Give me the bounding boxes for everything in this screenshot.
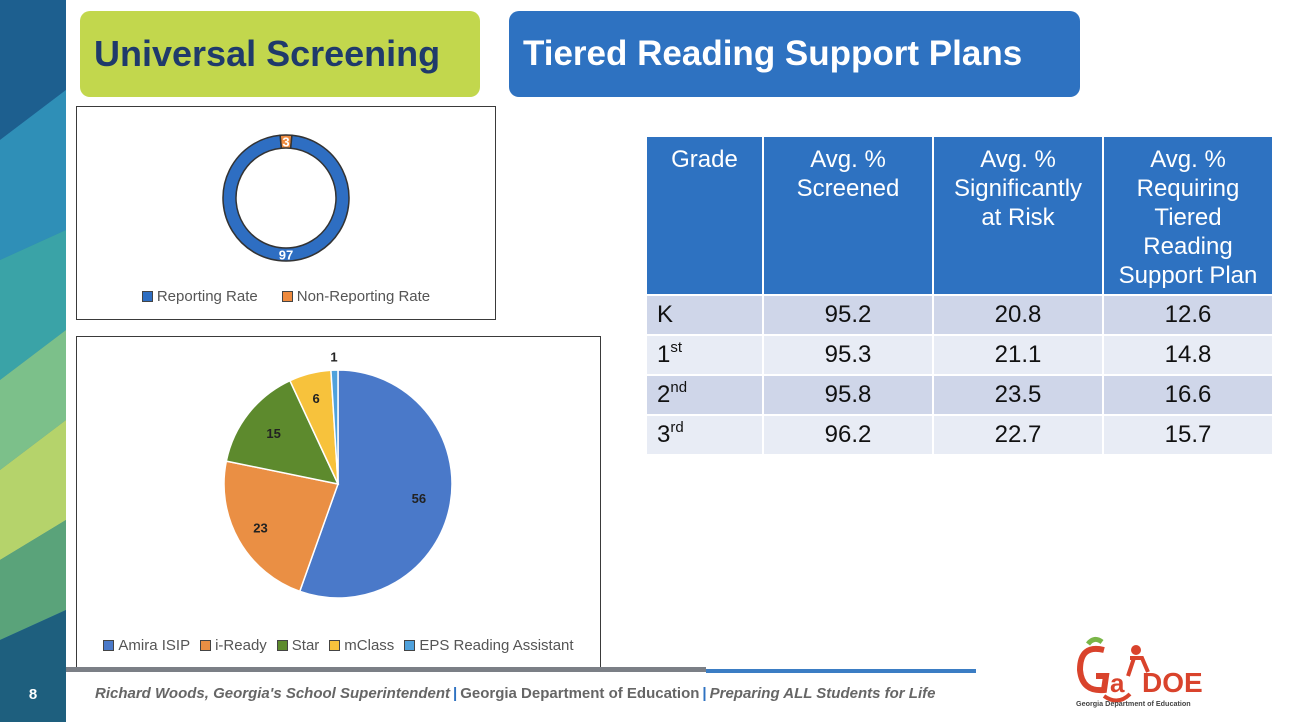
cell-significantly-at-risk: 21.1 — [932, 334, 1104, 376]
header-requiring-plan: Avg. % Requiring Tiered Reading Support Plan — [1102, 135, 1274, 296]
legend-swatch — [281, 291, 293, 302]
legend-swatch — [200, 640, 212, 651]
table-header-row: Grade Avg. % Screened Avg. % Significantly… — [645, 135, 1274, 296]
pie-slice-eps-reading-assistant — [330, 369, 339, 485]
pie-data-label-i-ready: 23 — [253, 521, 267, 536]
cell-significantly-at-risk: 23.5 — [932, 374, 1104, 416]
cell-screened: 96.2 — [762, 414, 934, 456]
legend-item-mclass: mClass — [329, 637, 394, 654]
header-screened: Avg. % Screened — [762, 135, 934, 296]
header-grade: Grade — [645, 135, 764, 296]
table-row: 2nd 95.8 23.5 16.6 — [645, 374, 1274, 416]
legend-label: EPS Reading Assistant — [419, 637, 574, 654]
donut-data-label-non-reporting-rate: 3 — [282, 135, 289, 150]
cell-significantly-at-risk: 22.7 — [932, 414, 1104, 456]
decorative-side-strip — [0, 0, 66, 722]
universal-screening-title: Universal Screening — [80, 11, 480, 97]
pie-data-label-mclass: 6 — [312, 391, 319, 406]
header-line: Grade — [671, 146, 738, 173]
footer-divider-blue — [706, 669, 976, 673]
pie-slice-amira-isip — [298, 369, 453, 599]
footer-divider-gray — [66, 667, 706, 672]
header-line: Reading — [1143, 233, 1233, 260]
logo-subtitle: Georgia Department of Education — [1076, 699, 1191, 708]
cell-requiring-plan: 14.8 — [1102, 334, 1274, 376]
header-line: Screened — [796, 175, 900, 202]
pie-slice-star — [225, 379, 340, 486]
cell-requiring-plan: 15.7 — [1102, 414, 1274, 456]
cell-grade: K — [645, 294, 764, 336]
header-line: Tiered — [1154, 204, 1222, 231]
donut-legend: Reporting Rate Non-Reporting Rate — [77, 288, 495, 305]
footer-superintendent: Richard Woods, Georgia's School Superint… — [95, 685, 450, 702]
cell-screened: 95.3 — [762, 334, 934, 376]
pie-data-label-eps-reading-assistant: 1 — [330, 349, 337, 364]
table-row: 3rd 96.2 22.7 15.7 — [645, 414, 1274, 456]
legend-swatch — [141, 291, 153, 302]
legend-item-i-ready: i-Ready — [200, 637, 267, 654]
header-line: Avg. % — [980, 146, 1056, 173]
cell-grade: 2nd — [645, 374, 764, 416]
header-line: Significantly — [953, 175, 1083, 202]
legend-item-amira-isip: Amira ISIP — [103, 637, 190, 654]
header-line: Requiring — [1136, 175, 1240, 202]
page-number: 8 — [28, 686, 38, 703]
table-row: K 95.2 20.8 12.6 — [645, 294, 1274, 336]
title-left-text: Universal Screening — [94, 33, 441, 74]
cell-screened: 95.8 — [762, 374, 934, 416]
legend-label: Non-Reporting Rate — [296, 288, 431, 305]
title-right-text: Tiered Reading Support Plans — [523, 34, 1023, 73]
svg-text:DOE: DOE — [1142, 667, 1203, 698]
svg-text:a: a — [1110, 668, 1125, 698]
grade-suffix: st — [670, 339, 683, 356]
pie-chart-svg: 56 23 15 6 1 — [223, 349, 453, 599]
cell-requiring-plan: 12.6 — [1102, 294, 1274, 336]
legend-label: mClass — [344, 637, 395, 654]
footer-motto: Preparing ALL Students for Life — [709, 685, 936, 702]
table-row: 1st 95.3 21.1 14.8 — [645, 334, 1274, 376]
legend-item-eps-reading-assistant: EPS Reading Assistant — [404, 637, 574, 654]
legend-swatch — [404, 640, 416, 651]
pie-legend: Amira ISIP i-Ready Star mClass EPS Reading A… — [77, 637, 600, 654]
legend-item-reporting-rate: Reporting Rate — [141, 288, 258, 305]
pie-data-label-star: 15 — [266, 426, 280, 441]
footer-separator-1: | — [453, 685, 458, 702]
grade-suffix: rd — [670, 419, 684, 436]
footer-text: Richard Woods, Georgia's School Superint… — [95, 685, 935, 702]
tiered-reading-table: Grade Avg. % Screened Avg. % Significantly… — [645, 135, 1274, 456]
tiered-reading-title: Tiered Reading Support Plans — [509, 11, 1080, 97]
pie-slice-i-ready — [223, 460, 339, 593]
footer-department: Georgia Department of Education — [460, 685, 700, 702]
footer-separator-2: | — [702, 685, 707, 702]
legend-label: Amira ISIP — [118, 637, 191, 654]
donut-chart-svg: 3 97 — [222, 134, 350, 263]
legend-item-non-reporting-rate: Non-Reporting Rate — [281, 288, 431, 305]
header-significantly-at-risk: Avg. % Significantly at Risk — [932, 135, 1104, 296]
legend-swatch — [103, 640, 115, 651]
cell-requiring-plan: 16.6 — [1102, 374, 1274, 416]
donut-data-label-reporting-rate: 97 — [279, 248, 293, 263]
header-line: Avg. % — [810, 146, 886, 173]
legend-label: i-Ready — [215, 637, 267, 654]
donut-slice-reporting-rate — [222, 134, 350, 262]
legend-label: Reporting Rate — [156, 288, 258, 305]
screener-tool-pie-chart: 56 23 15 6 1 Amira ISIP i-Ready Star mClass EPS … — [76, 336, 601, 668]
legend-swatch — [276, 640, 288, 651]
pie-data-label-amira-isip: 56 — [412, 491, 426, 506]
gadoe-logo: a DOE Georgia Department of Education — [1074, 636, 1214, 712]
cell-significantly-at-risk: 20.8 — [932, 294, 1104, 336]
grade-suffix: nd — [670, 379, 688, 396]
legend-label: Star — [291, 637, 320, 654]
header-line: Support Plan — [1118, 262, 1258, 289]
reporting-rate-donut-chart: 3 97 Reporting Rate Non-Reporting Rate — [76, 106, 496, 320]
legend-swatch — [329, 640, 341, 651]
cell-screened: 95.2 — [762, 294, 934, 336]
legend-item-star: Star — [276, 637, 320, 654]
cell-grade: 3rd — [645, 414, 764, 456]
cell-grade: 1st — [645, 334, 764, 376]
header-line: Avg. % — [1150, 146, 1226, 173]
header-line: at Risk — [981, 204, 1055, 231]
